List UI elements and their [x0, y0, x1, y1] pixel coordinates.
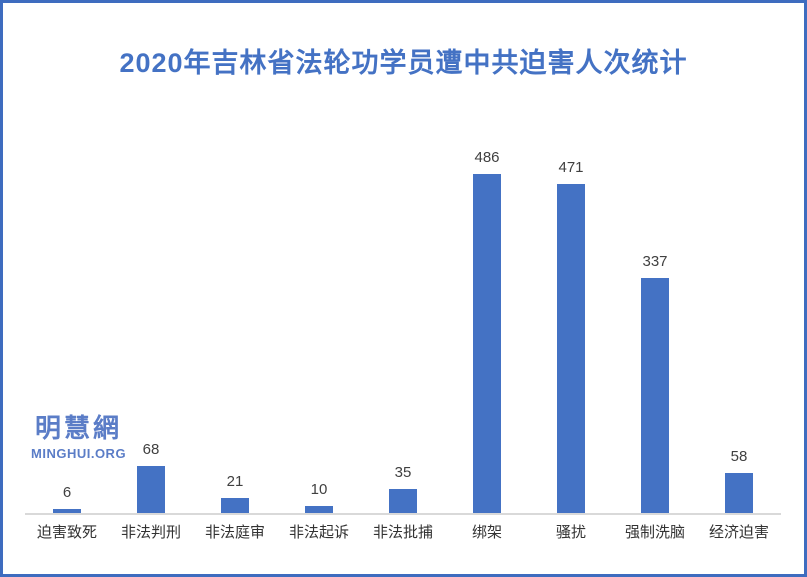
category-label: 强制洗脑	[624, 524, 685, 541]
bar-value-label: 471	[558, 159, 584, 176]
chart-title: 2020年吉林省法轮功学员遭中共迫害人次统计	[119, 48, 688, 78]
category-label: 骚扰	[555, 524, 586, 541]
bar-value-label: 21	[226, 473, 244, 490]
bar-column: 337	[613, 254, 697, 513]
bar-value-label: 58	[730, 448, 748, 465]
category-label: 非法庭审	[204, 524, 265, 541]
category-label: 绑架	[471, 524, 502, 541]
bar-value-label: 68	[142, 441, 160, 458]
bar-column: 6	[25, 485, 109, 513]
bar-value-label: 337	[642, 253, 668, 270]
bar	[305, 506, 333, 513]
bar	[53, 509, 81, 513]
bar	[221, 498, 249, 513]
bar-column: 486	[445, 150, 529, 513]
x-axis-labels: 迫害致死 非法判刑 非法庭审 非法起诉 非法批捕 绑架 骚扰 强制洗脑 经济迫害	[25, 521, 781, 542]
category-label: 非法批捕	[372, 524, 433, 541]
bar	[557, 184, 585, 513]
bar-column: 10	[277, 482, 361, 513]
minghui-logo-latin-text: MINGHUI.ORG	[31, 445, 127, 461]
bar-chart-plot-area: 6 68 21 10 35 486 471 337 58	[25, 3, 781, 513]
bar	[725, 473, 753, 513]
bar	[137, 466, 165, 513]
bar	[473, 174, 501, 513]
category-label: 非法起诉	[288, 524, 349, 541]
bar-column: 58	[697, 449, 781, 513]
bar-value-label: 6	[62, 484, 72, 501]
bar-column: 21	[193, 474, 277, 513]
bar-value-label: 486	[474, 149, 500, 166]
bar-value-label: 35	[394, 464, 412, 481]
bar	[389, 489, 417, 513]
minghui-logo-cjk-text: 明慧網	[35, 414, 123, 444]
x-axis-line	[25, 513, 781, 515]
bar	[641, 278, 669, 513]
bar-column: 35	[361, 465, 445, 513]
bar-value-label: 10	[310, 481, 328, 498]
bar-column: 68	[109, 442, 193, 513]
category-label: 非法判刑	[120, 524, 181, 541]
bar-column: 471	[529, 160, 613, 513]
category-label: 经济迫害	[708, 524, 769, 541]
minghui-watermark: 明慧網 MINGHUI.ORG	[31, 415, 126, 461]
category-label: 迫害致死	[36, 524, 97, 541]
